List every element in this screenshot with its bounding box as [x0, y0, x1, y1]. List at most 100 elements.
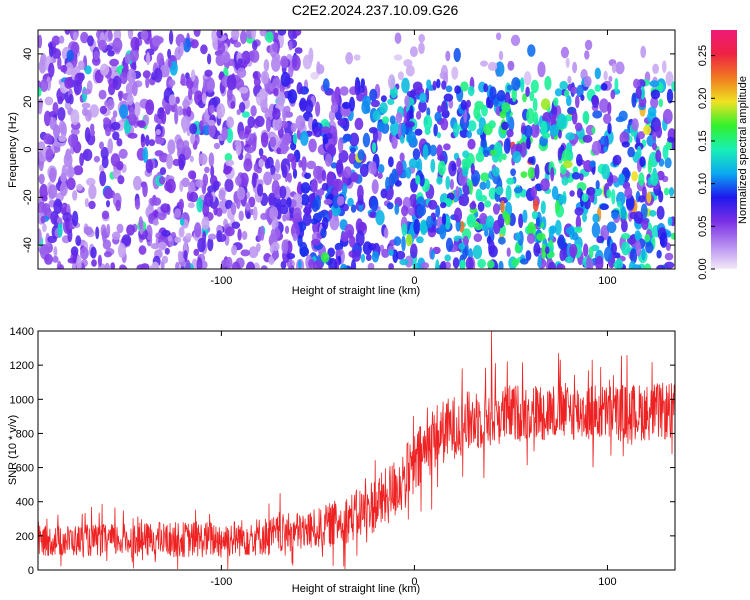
spectrogram-cell [237, 58, 243, 66]
spectrogram-cell [284, 225, 290, 234]
spectrogram-cell [57, 56, 62, 70]
spectrogram-cell [406, 90, 416, 97]
spectrogram-cell [271, 179, 280, 196]
spectrogram-cell [48, 42, 54, 58]
spectrogram-cell [290, 222, 300, 239]
spectrogram-cell [184, 147, 192, 157]
spectrogram-cell [110, 262, 116, 269]
spectrogram-cell [38, 228, 42, 245]
colorbar-tick-label: 0.20 [697, 88, 709, 109]
spectrogram-cell [440, 100, 448, 117]
spectrogram-cell [662, 108, 673, 125]
spectrogram-cell [350, 172, 359, 183]
spectrogram-cell [640, 86, 645, 100]
spectrogram-cell [401, 235, 406, 252]
spectrogram-cell [558, 194, 567, 204]
spectrogram-cell [407, 207, 417, 216]
spectrogram-cell [611, 211, 619, 220]
spectrogram-cell [608, 75, 613, 82]
spectrogram-cell [282, 132, 292, 146]
spectrogram-cell [548, 239, 554, 248]
spectrogram-cell [408, 158, 419, 169]
spectrogram-cell [580, 94, 585, 101]
spectrogram-cell [631, 92, 637, 108]
snr-ytick-label: 400 [16, 497, 34, 509]
spectrogram-cell [362, 132, 371, 148]
snr-xtick-label: 0 [411, 576, 417, 588]
spectrogram-cell [178, 153, 186, 169]
spectrogram-cell [179, 218, 185, 226]
spectrogram-cell [48, 62, 55, 78]
spectrogram-cell [550, 167, 555, 182]
spectrogram-cell [499, 110, 507, 119]
spectrogram-cell [405, 233, 413, 247]
spectrogram-cell [611, 188, 616, 205]
spectrogram-cell [467, 216, 474, 225]
spectrogram-xlabel: Height of straight line (km) [292, 285, 420, 297]
spectrogram-cell [658, 190, 664, 203]
spectrogram-cell [82, 88, 92, 95]
spectrogram-cell [434, 111, 442, 123]
spectrogram-cell [91, 259, 97, 267]
spectrogram-cell [116, 138, 123, 147]
spectrogram-cell [272, 108, 281, 120]
spectrogram-cell [453, 47, 461, 63]
spectrogram-cell [401, 77, 410, 94]
spectrogram-cell [655, 125, 663, 139]
spectrogram-cell [644, 234, 651, 243]
spectrogram-cell [456, 157, 462, 168]
spectrogram-cell [525, 250, 532, 261]
spectrogram-cell [656, 170, 665, 181]
spectrogram-cell [155, 36, 164, 44]
spectrogram-cell [226, 116, 235, 129]
spectrogram-cell [107, 50, 115, 57]
spectrogram-cell [125, 82, 135, 96]
spectrogram-cell [89, 129, 96, 136]
spectrogram-cell [396, 160, 404, 176]
spectrogram-cell [266, 156, 274, 169]
spectrogram-cell [613, 260, 624, 269]
spectrogram-cell [212, 180, 220, 191]
spectrogram-cell [259, 88, 266, 97]
spectrogram-cell [557, 234, 566, 250]
spectrogram-cell [190, 133, 196, 145]
spectrogram-cell [418, 33, 426, 43]
spectrogram-cell [550, 124, 559, 137]
snr-ytick-label: 800 [16, 428, 34, 440]
spectrogram-cell [238, 86, 249, 94]
spectrogram-cell [226, 74, 237, 91]
spectrogram-cell [224, 153, 233, 162]
spectrogram-cell [571, 110, 578, 125]
spectrogram-cell [136, 264, 146, 269]
spectrogram-cell [52, 102, 59, 115]
spectrogram-cell [200, 44, 208, 55]
spectrogram-cell [42, 223, 47, 233]
spectrogram-cell [557, 129, 562, 139]
spectrogram-cell [273, 87, 279, 97]
spectrogram-cell [226, 127, 234, 144]
spectrogram-cell [250, 105, 257, 117]
spectrogram-cell [333, 178, 344, 192]
spectrogram-cell [313, 126, 322, 138]
spectrogram-cell [153, 67, 163, 83]
spectrogram-cell [211, 30, 217, 43]
spectrogram-cell [142, 70, 151, 79]
spectrogram-cell [485, 179, 491, 190]
spectrogram-cell [93, 50, 100, 61]
spectrogram-cell [523, 71, 532, 86]
spectrogram-cell [178, 226, 185, 238]
spectrogram-cell [417, 158, 423, 174]
spectrogram-cell [357, 149, 365, 161]
spectrogram-xtick-label: -100 [210, 275, 232, 287]
snr-ytick-label: 200 [16, 531, 34, 543]
spectrogram-cell [664, 261, 675, 269]
spectrogram-cell [618, 173, 625, 186]
spectrogram-ytick-label: -20 [22, 189, 34, 205]
spectrogram-cell [150, 243, 160, 250]
spectrogram-cell [575, 226, 583, 233]
spectrogram-cell [627, 146, 635, 158]
spectrogram-cell [193, 30, 201, 37]
spectrogram-cell [483, 83, 489, 93]
spectrogram-cell [595, 180, 600, 190]
spectrogram-cell [388, 74, 396, 90]
